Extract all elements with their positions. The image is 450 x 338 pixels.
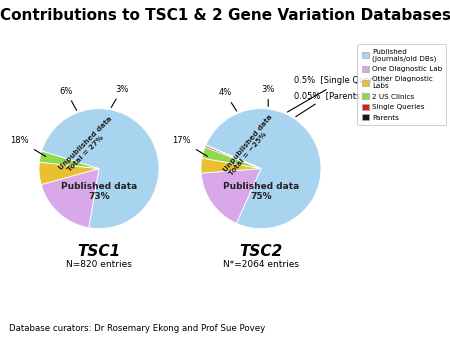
Text: Published data
75%: Published data 75% [223,182,299,201]
Text: 3%: 3% [261,85,275,106]
Wedge shape [202,147,261,169]
Text: 18%: 18% [10,137,45,156]
Text: 3%: 3% [111,85,129,107]
Wedge shape [201,158,261,173]
Legend: Published
(Journals/old DBs), One Diagnostic Lab, Other Diagnostic
Labs, 2 US Cl: Published (Journals/old DBs), One Diagno… [357,44,446,125]
Wedge shape [41,169,99,228]
Text: TSC2: TSC2 [239,244,283,259]
Text: 4%: 4% [218,89,237,111]
Text: Unpublished data: Unpublished data [58,116,113,171]
Text: N=820 entries: N=820 entries [66,260,132,269]
Wedge shape [206,145,261,169]
Text: 0.5%  [Single Queries]: 0.5% [Single Queries] [288,76,388,112]
Wedge shape [39,162,99,185]
Text: 0.05%  [Parents]: 0.05% [Parents] [294,91,364,117]
Wedge shape [39,151,99,169]
Text: Total = 27%: Total = 27% [67,135,105,173]
Text: Contributions to TSC1 & 2 Gene Variation Databases: Contributions to TSC1 & 2 Gene Variation… [0,8,450,23]
Text: Database curators: Dr Rosemary Ekong and Prof Sue Povey: Database curators: Dr Rosemary Ekong and… [9,324,265,333]
Text: Total = ~25%: Total = ~25% [228,131,268,176]
Wedge shape [206,108,321,228]
Text: 17%: 17% [172,137,207,156]
Wedge shape [41,108,159,228]
Text: N*=2064 entries: N*=2064 entries [223,260,299,269]
Wedge shape [201,169,261,223]
Wedge shape [205,145,261,169]
Text: Published data
73%: Published data 73% [61,182,137,201]
Text: TSC1: TSC1 [77,244,121,259]
Text: Unpublished data: Unpublished data [222,114,274,173]
Text: 6%: 6% [59,87,76,111]
